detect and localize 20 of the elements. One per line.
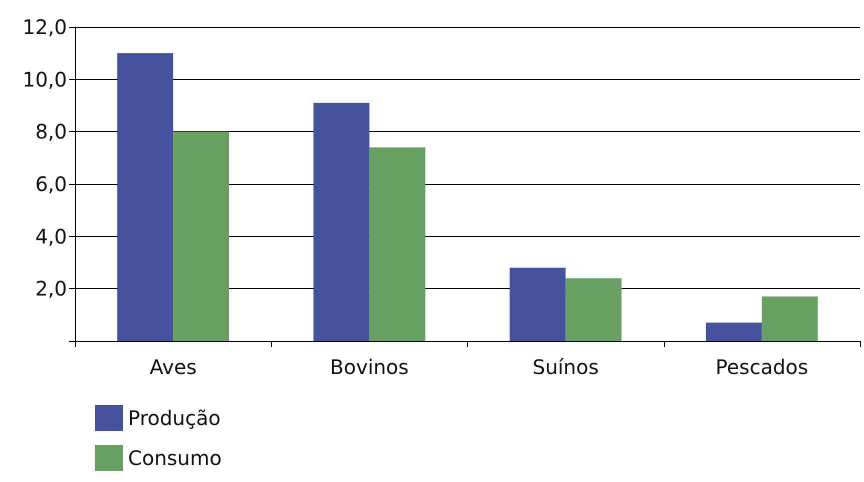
y-tick-label: 8,0 bbox=[35, 120, 67, 144]
bar bbox=[369, 147, 426, 341]
bar bbox=[313, 102, 370, 341]
bar bbox=[566, 278, 622, 341]
bar bbox=[117, 53, 174, 341]
y-tick-label: 4,0 bbox=[35, 224, 67, 248]
y-tick-label: 6,0 bbox=[35, 172, 67, 196]
bar bbox=[173, 132, 230, 341]
x-tick-label: Aves bbox=[150, 355, 197, 379]
y-tick-label: 2,0 bbox=[35, 276, 67, 301]
legend-label: Consumo bbox=[128, 446, 222, 470]
x-tick-label: Suínos bbox=[532, 355, 599, 379]
x-tick-label: Bovinos bbox=[330, 355, 409, 379]
legend-label: Produção bbox=[128, 406, 221, 430]
bar bbox=[510, 268, 566, 341]
x-tick-label: Pescados bbox=[716, 355, 808, 379]
y-tick-label: 12,0 bbox=[22, 15, 67, 39]
y-tick-label: 10,0 bbox=[22, 67, 67, 92]
bar bbox=[762, 296, 818, 341]
bar bbox=[706, 322, 762, 341]
